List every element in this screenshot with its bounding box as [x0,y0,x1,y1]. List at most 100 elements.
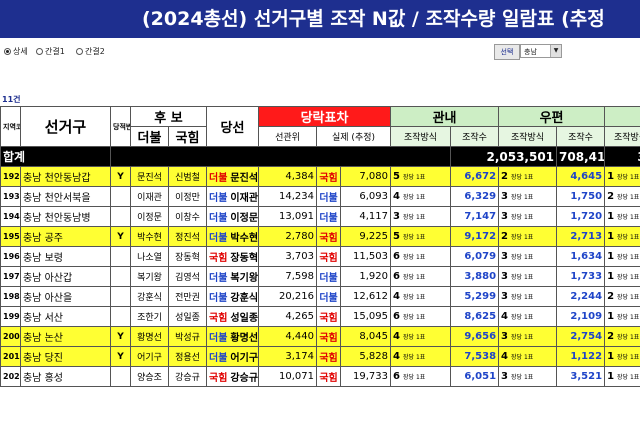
table-row[interactable]: 194 충남 천안동남병 이정문 이창수 더불 이정문 13,091 더불 4,117 3 장당 1… [0,206,640,227]
header-cand-ppp: 국힘 [167,126,208,147]
method-suffix: 장당 1표 [511,234,534,241]
winner-party: 더불 [209,293,228,304]
postal-method: 2 장당 1표 [498,226,558,247]
row-number: 192 [0,166,21,187]
domestic-count: 5,299 [450,286,500,307]
actual-party: 더불 [316,286,342,307]
diff-nec: 4,265 [258,306,318,327]
winner-party: 더불 [209,213,228,224]
postal-count: 2,244 [556,286,606,307]
view-controls: 상세 간결1 간결2 선택 충남 ▼ [0,42,640,62]
method-suffix: 장당 1표 [511,314,534,321]
select-button[interactable]: 선택 [494,44,520,60]
method-suffix: 장당 1표 [511,334,534,341]
row-number: 201 [0,346,21,367]
actual-party: 국힘 [316,246,342,267]
winner-party: 더불 [209,193,228,204]
district-name: 충남 아산을 [20,286,111,307]
candidate-ppp: 박성규 [167,326,208,347]
party-change-flag [110,366,131,387]
total-domestic: 2,053,501 [450,146,558,167]
header-candidate: 후 보 [129,106,208,127]
domestic-count: 3,880 [450,266,500,287]
table-row[interactable]: 195 충남 공주 Y 박수현 정진석 더불 박수현 2,780 국힘 9,225 5 장당 1표 9,… [0,226,640,247]
table-row[interactable]: 201 충남 당진 Y 어기구 정용선 더불 어기구 3,174 국힘 5,828 4 장당 1표 7,… [0,346,640,367]
radio-dot[interactable] [36,48,43,55]
method-suffix: 장당 1표 [403,194,426,201]
actual-party: 국힘 [316,306,342,327]
table-row[interactable]: 200 충남 논산 Y 황명선 박성규 더불 황명선 4,440 국힘 8,045 4 장당 1표 9,… [0,326,640,347]
diff-nec: 4,384 [258,166,318,187]
winner-label: 이정문 [230,213,259,224]
radio-detail[interactable]: 상세 [4,46,28,57]
header-winner: 당선 [206,106,260,147]
method-value: 2 [501,231,509,242]
winner-name: 더불 문진석 [206,166,260,187]
total-postal: 708,415 [556,146,606,167]
domestic-count: 6,329 [450,186,500,207]
winner-label: 강승규 [230,373,259,384]
table-row[interactable]: 202 충남 홍성 양승조 강승규 국힘 강승규 10,071 국힘 19,733 6 장당 1표 6… [0,366,640,387]
diff-actual: 19,733 [340,366,392,387]
postal-method: 3 장당 1표 [498,206,558,227]
candidate-dem: 조한기 [130,306,169,327]
header-cand-dem: 더불 [130,126,169,147]
row-number: 194 [0,206,21,227]
method-suffix: 장당 1표 [617,374,640,381]
next-method: 2 장당 1표 [604,186,640,207]
party-change-flag [110,206,131,227]
candidate-dem: 문진석 [130,166,169,187]
winner-label: 박수현 [230,233,259,244]
method-suffix: 장당 1표 [403,214,426,221]
winner-party: 더불 [209,333,228,344]
party-change-flag [110,266,131,287]
winner-name: 더불 이정문 [206,206,260,227]
table-row[interactable]: 193 충남 천안서북을 이재관 이정만 더불 이재관 14,234 더불 6,093 4 장당 1… [0,186,640,207]
table-row[interactable]: 192 충남 천안동남갑 Y 문진석 신범철 더불 문진석 4,384 국힘 7,080 5 장당 1… [0,166,640,187]
method-suffix: 장당 1표 [617,194,640,201]
method-suffix: 장당 1표 [617,254,640,261]
diff-actual: 1,920 [340,266,392,287]
winner-party: 국힘 [209,253,228,264]
candidate-ppp: 전만권 [167,286,208,307]
winner-name: 더불 이재관 [206,186,260,207]
postal-count: 1,122 [556,346,606,367]
postal-count: 4,645 [556,166,606,187]
table-row[interactable]: 197 충남 아산갑 복기왕 김영석 더불 복기왕 7,598 더불 1,920 6 장당 1표 3,… [0,266,640,287]
radio-dot[interactable] [76,48,83,55]
postal-method: 2 장당 1표 [498,166,558,187]
winner-label: 강훈식 [230,293,259,304]
candidate-dem: 어기구 [130,346,169,367]
radio-compact1[interactable]: 간결1 [36,46,65,57]
diff-nec: 3,174 [258,346,318,367]
header-next [604,106,640,127]
region-dropdown[interactable]: 충남 ▼ [520,44,562,58]
postal-method: 3 장당 1표 [498,266,558,287]
radio-compact2[interactable]: 간결2 [76,46,105,57]
winner-label: 어기구 [230,353,259,364]
winner-name: 더불 어기구 [206,346,260,367]
total-spacer [109,146,452,167]
method-value: 2 [607,291,615,302]
district-name: 충남 아산갑 [20,266,111,287]
diff-actual: 15,095 [340,306,392,327]
district-name: 충남 서산 [20,306,111,327]
postal-count: 1,634 [556,246,606,267]
party-change-flag [110,186,131,207]
method-value: 2 [607,331,615,342]
method-suffix: 장당 1표 [617,334,640,341]
domestic-method: 4 장당 1표 [390,286,452,307]
winner-name: 국힘 장동혁 [206,246,260,267]
table-row[interactable]: 198 충남 아산을 강훈식 전만권 더불 강훈식 20,216 더불 12,612 4 장당 1표… [0,286,640,307]
header-region-code: 지역코드 [0,106,21,147]
radio-dot[interactable] [4,48,11,55]
table-row[interactable]: 196 충남 보령 나소열 장동혁 국힘 장동혁 3,703 국힘 11,503 6 장당 1표 6,… [0,246,640,267]
diff-nec: 7,598 [258,266,318,287]
winner-label: 황명선 [230,333,259,344]
table-row[interactable]: 199 충남 서산 조한기 성일종 국힘 성일종 4,265 국힘 15,095 6 장당 1표 8,… [0,306,640,327]
diff-nec: 14,234 [258,186,318,207]
next-method: 2 장당 1표 [604,326,640,347]
chevron-down-icon[interactable]: ▼ [550,45,561,57]
method-suffix: 장당 1표 [511,174,534,181]
postal-method: 3 장당 1표 [498,246,558,267]
